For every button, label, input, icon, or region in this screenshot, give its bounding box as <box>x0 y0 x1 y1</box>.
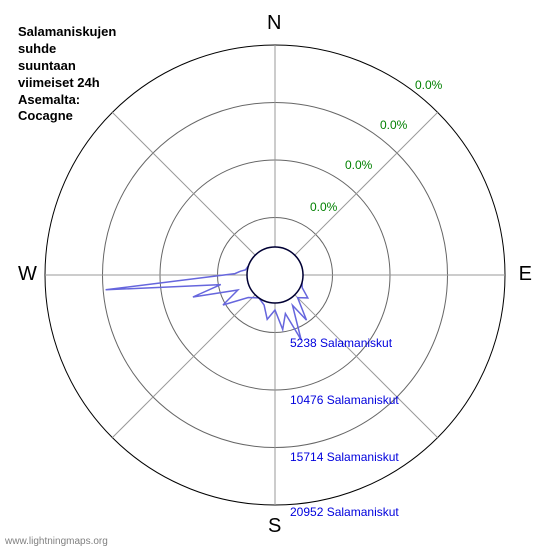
title-line: suuntaan <box>18 58 116 75</box>
title-line: Asemalta: <box>18 92 116 109</box>
cardinal-e: E <box>519 263 532 286</box>
blue-ring-label: 20952 Salamaniskut <box>290 505 399 519</box>
source-label: www.lightningmaps.org <box>5 536 108 547</box>
title-line: suhde <box>18 41 116 58</box>
blue-ring-label: 10476 Salamaniskut <box>290 393 399 407</box>
green-ring-label: 0.0% <box>380 118 407 132</box>
green-ring-label: 0.0% <box>415 78 442 92</box>
green-ring-label: 0.0% <box>345 158 372 172</box>
title-line: Cocagne <box>18 108 116 125</box>
blue-ring-label: 15714 Salamaniskut <box>290 450 399 464</box>
green-ring-label: 0.0% <box>310 200 337 214</box>
title-line: viimeiset 24h <box>18 75 116 92</box>
title-line: Salamaniskujen <box>18 24 116 41</box>
blue-ring-label: 5238 Salamaniskut <box>290 336 392 350</box>
chart-title: Salamaniskujen suhde suuntaan viimeiset … <box>18 24 116 125</box>
cardinal-n: N <box>267 12 281 35</box>
cardinal-w: W <box>18 263 37 286</box>
cardinal-s: S <box>268 515 281 538</box>
chart-container: Salamaniskujen suhde suuntaan viimeiset … <box>0 0 550 550</box>
